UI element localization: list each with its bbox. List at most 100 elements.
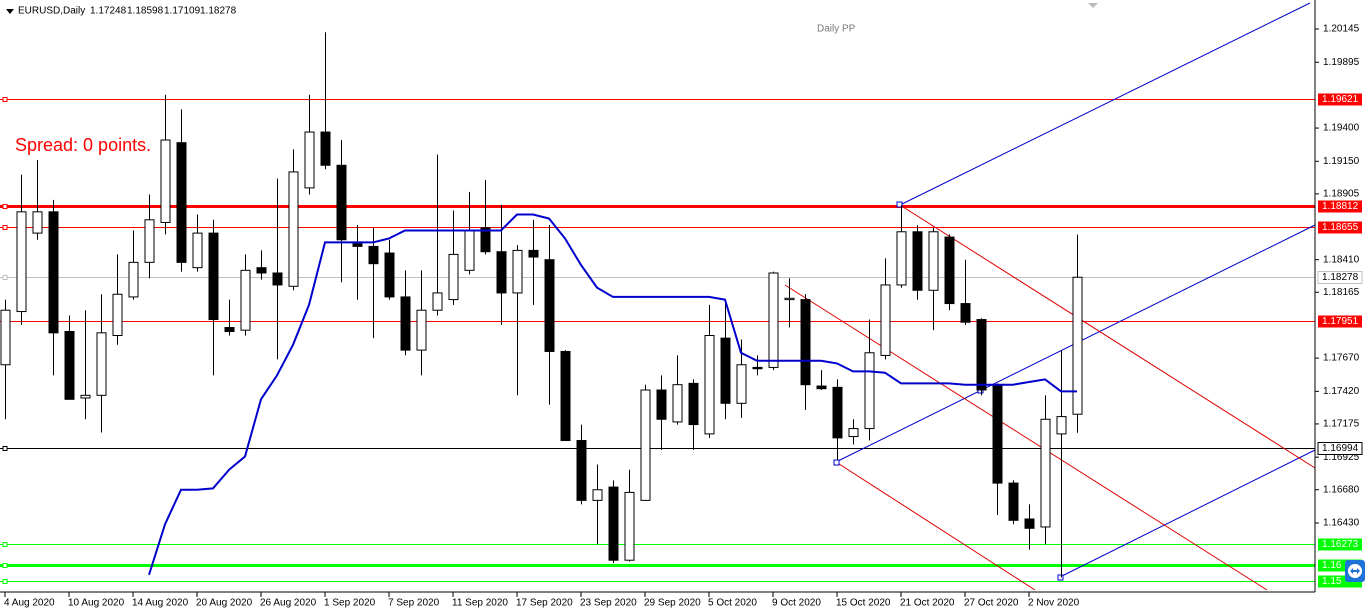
y-tick-label: 1.19150 (1323, 156, 1360, 167)
ohlc-open: 1.17248 (90, 6, 127, 17)
candle-body (416, 309, 427, 351)
level-label: 1.19621 (1322, 94, 1359, 105)
candle-body (976, 319, 987, 391)
y-tick-label: 1.19895 (1323, 57, 1360, 68)
candle-body (96, 332, 107, 396)
level-anchor (2, 225, 8, 230)
anchor (1057, 574, 1064, 581)
candle-body (544, 259, 555, 352)
candle-body (672, 384, 683, 423)
candle-body (336, 164, 347, 241)
trend-line (899, 204, 1316, 469)
candle-body (576, 440, 587, 501)
level-box (1318, 315, 1362, 328)
x-tick-label: 4 Aug 2020 (4, 598, 55, 609)
y-tick-label: 1.18165 (1323, 287, 1360, 298)
candle-body (912, 231, 923, 291)
y-tick-label: 1.16680 (1323, 484, 1360, 495)
candle-body (16, 211, 27, 313)
candle-body (496, 251, 507, 294)
candle-body (48, 211, 59, 334)
shift-marker (1088, 3, 1098, 8)
level-box (1318, 221, 1362, 234)
candle-body (816, 385, 827, 390)
candle-body (736, 364, 747, 404)
x-tick-label: 11 Sep 2020 (452, 598, 508, 609)
candle-body (896, 231, 907, 286)
candle-body (144, 219, 155, 263)
candle-body (0, 309, 11, 366)
level-anchor (2, 97, 8, 102)
candle-body (480, 227, 491, 253)
x-tick-label: 1 Sep 2020 (324, 598, 376, 609)
x-tick-label: 17 Sep 2020 (516, 598, 573, 609)
candle-body (384, 252, 395, 298)
level-label: 1.16994 (1322, 443, 1359, 454)
menu-arrow[interactable] (6, 9, 14, 14)
candle-body (1056, 416, 1067, 435)
y-tick-label: 1.19400 (1323, 123, 1360, 134)
level-label: 1.15 (1322, 576, 1342, 587)
candle-body (128, 261, 139, 298)
trend-line (835, 461, 1036, 591)
level-labels: 1.19621 1.18812 1.18655 1.18278 1.17951 1.169… (1317, 93, 1363, 588)
x-tick-label: 27 Oct 2020 (964, 598, 1019, 609)
ohlc-low: 1.17109 (164, 6, 201, 17)
anchor (896, 201, 903, 208)
level-anchor (2, 446, 8, 451)
candle-body (832, 386, 843, 439)
symbol: EURUSD,Daily (18, 6, 85, 17)
x-tick-label: 26 Aug 2020 (260, 598, 317, 609)
candle-body (320, 131, 331, 166)
candle-body (560, 350, 571, 442)
candle-body (928, 231, 939, 291)
y-tick-label: 1.16430 (1323, 518, 1360, 529)
candle-body (880, 284, 891, 356)
level-label: 1.16 (1322, 560, 1342, 571)
candle-body (848, 428, 859, 438)
candle-body (656, 389, 667, 420)
ohlc-close: 1.18278 (200, 6, 237, 17)
level-label: 1.17951 (1322, 316, 1359, 327)
trend-line (1059, 449, 1316, 578)
candle-body (432, 292, 443, 311)
candle-body (176, 142, 187, 263)
level-box (1318, 538, 1362, 551)
candle-body (192, 232, 203, 269)
candle-body (368, 245, 379, 265)
level-anchor (2, 563, 8, 568)
candle-body (528, 249, 539, 258)
spread-annotation: Spread: 0 points. (15, 135, 151, 155)
y-tick-label: 1.18905 (1323, 189, 1360, 200)
app-icon-arrow (1350, 568, 1360, 574)
x-tick-label: 14 Aug 2020 (132, 598, 189, 609)
level-box (1318, 200, 1362, 213)
candle-body (80, 394, 91, 399)
level-label: 1.18278 (1322, 272, 1359, 283)
candle-body (864, 352, 875, 430)
y-tick-label: 1.17420 (1323, 386, 1360, 397)
candle-body (304, 131, 315, 189)
app-icon[interactable] (1345, 560, 1365, 582)
x-tick-label: 21 Oct 2020 (900, 598, 955, 609)
candle-body (32, 211, 43, 234)
candle-body (704, 334, 715, 435)
x-tick-label: 15 Oct 2020 (836, 598, 891, 609)
trend-line (784, 284, 1268, 591)
axis: 1.20145 1.19895 1.19400 1.19150 1.18905 1.184… (4, 24, 1360, 609)
candle-body (992, 384, 1003, 484)
candle-body (624, 491, 635, 561)
candle-body (1008, 482, 1019, 521)
level-anchor (2, 542, 8, 547)
indicator-label: Daily PP (817, 24, 856, 35)
candles (0, 32, 1083, 578)
candle-body (1072, 276, 1083, 415)
levels (0, 97, 1315, 584)
level-label: 1.18812 (1322, 201, 1359, 212)
level-box (1317, 442, 1363, 455)
level-label: 1.18655 (1322, 222, 1359, 233)
candle-body (400, 296, 411, 351)
candle-body (640, 389, 651, 501)
x-tick-label: 10 Aug 2020 (68, 598, 125, 609)
